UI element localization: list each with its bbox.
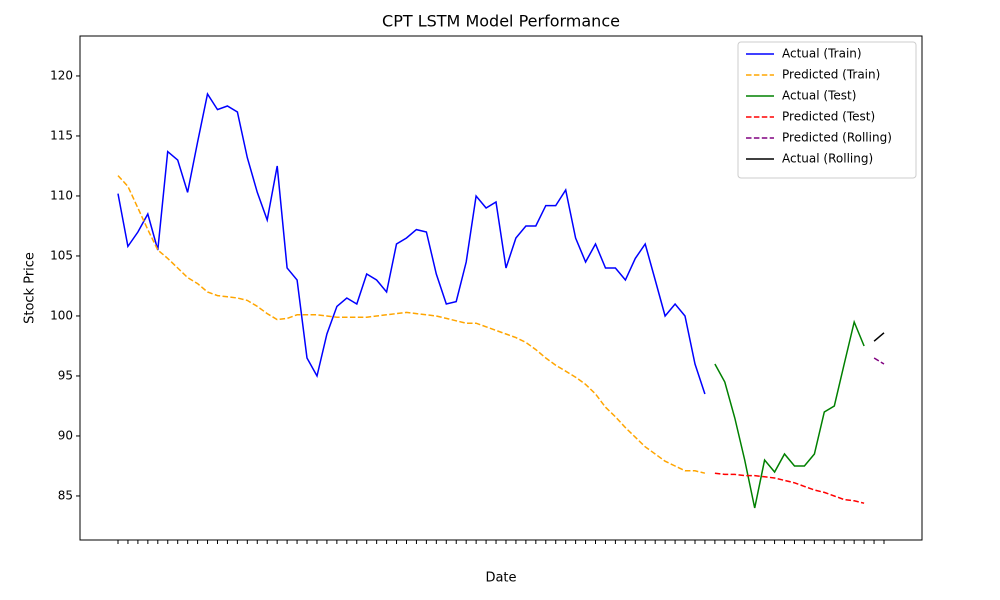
y-tick-label: 95 <box>58 368 73 382</box>
y-tick-label: 100 <box>50 308 73 322</box>
legend-box <box>737 41 917 179</box>
y-tick-label: 105 <box>50 248 73 262</box>
series-line <box>714 319 865 509</box>
y-tick-label: 120 <box>50 68 73 82</box>
series-line <box>117 92 706 395</box>
legend-label: Predicted (Train) <box>782 68 880 82</box>
legend-label: Actual (Rolling) <box>782 152 873 166</box>
y-tick-label: 115 <box>50 128 73 142</box>
series-line <box>873 357 885 365</box>
y-tick-label: 110 <box>50 188 73 202</box>
y-axis-label: Stock Price <box>23 252 38 324</box>
series-line <box>714 472 865 504</box>
series-line <box>873 332 885 342</box>
plot-frame <box>79 35 923 541</box>
chart-title: CPT LSTM Model Performance <box>382 12 620 31</box>
y-tick-label: 90 <box>58 428 73 442</box>
x-axis-label: Date <box>485 571 516 586</box>
y-tick-label: 85 <box>58 488 73 502</box>
legend-label: Predicted (Rolling) <box>782 131 892 145</box>
legend-label: Actual (Test) <box>782 89 856 103</box>
legend-label: Actual (Train) <box>782 47 862 61</box>
series-line <box>117 175 706 474</box>
legend-label: Predicted (Test) <box>782 110 875 124</box>
